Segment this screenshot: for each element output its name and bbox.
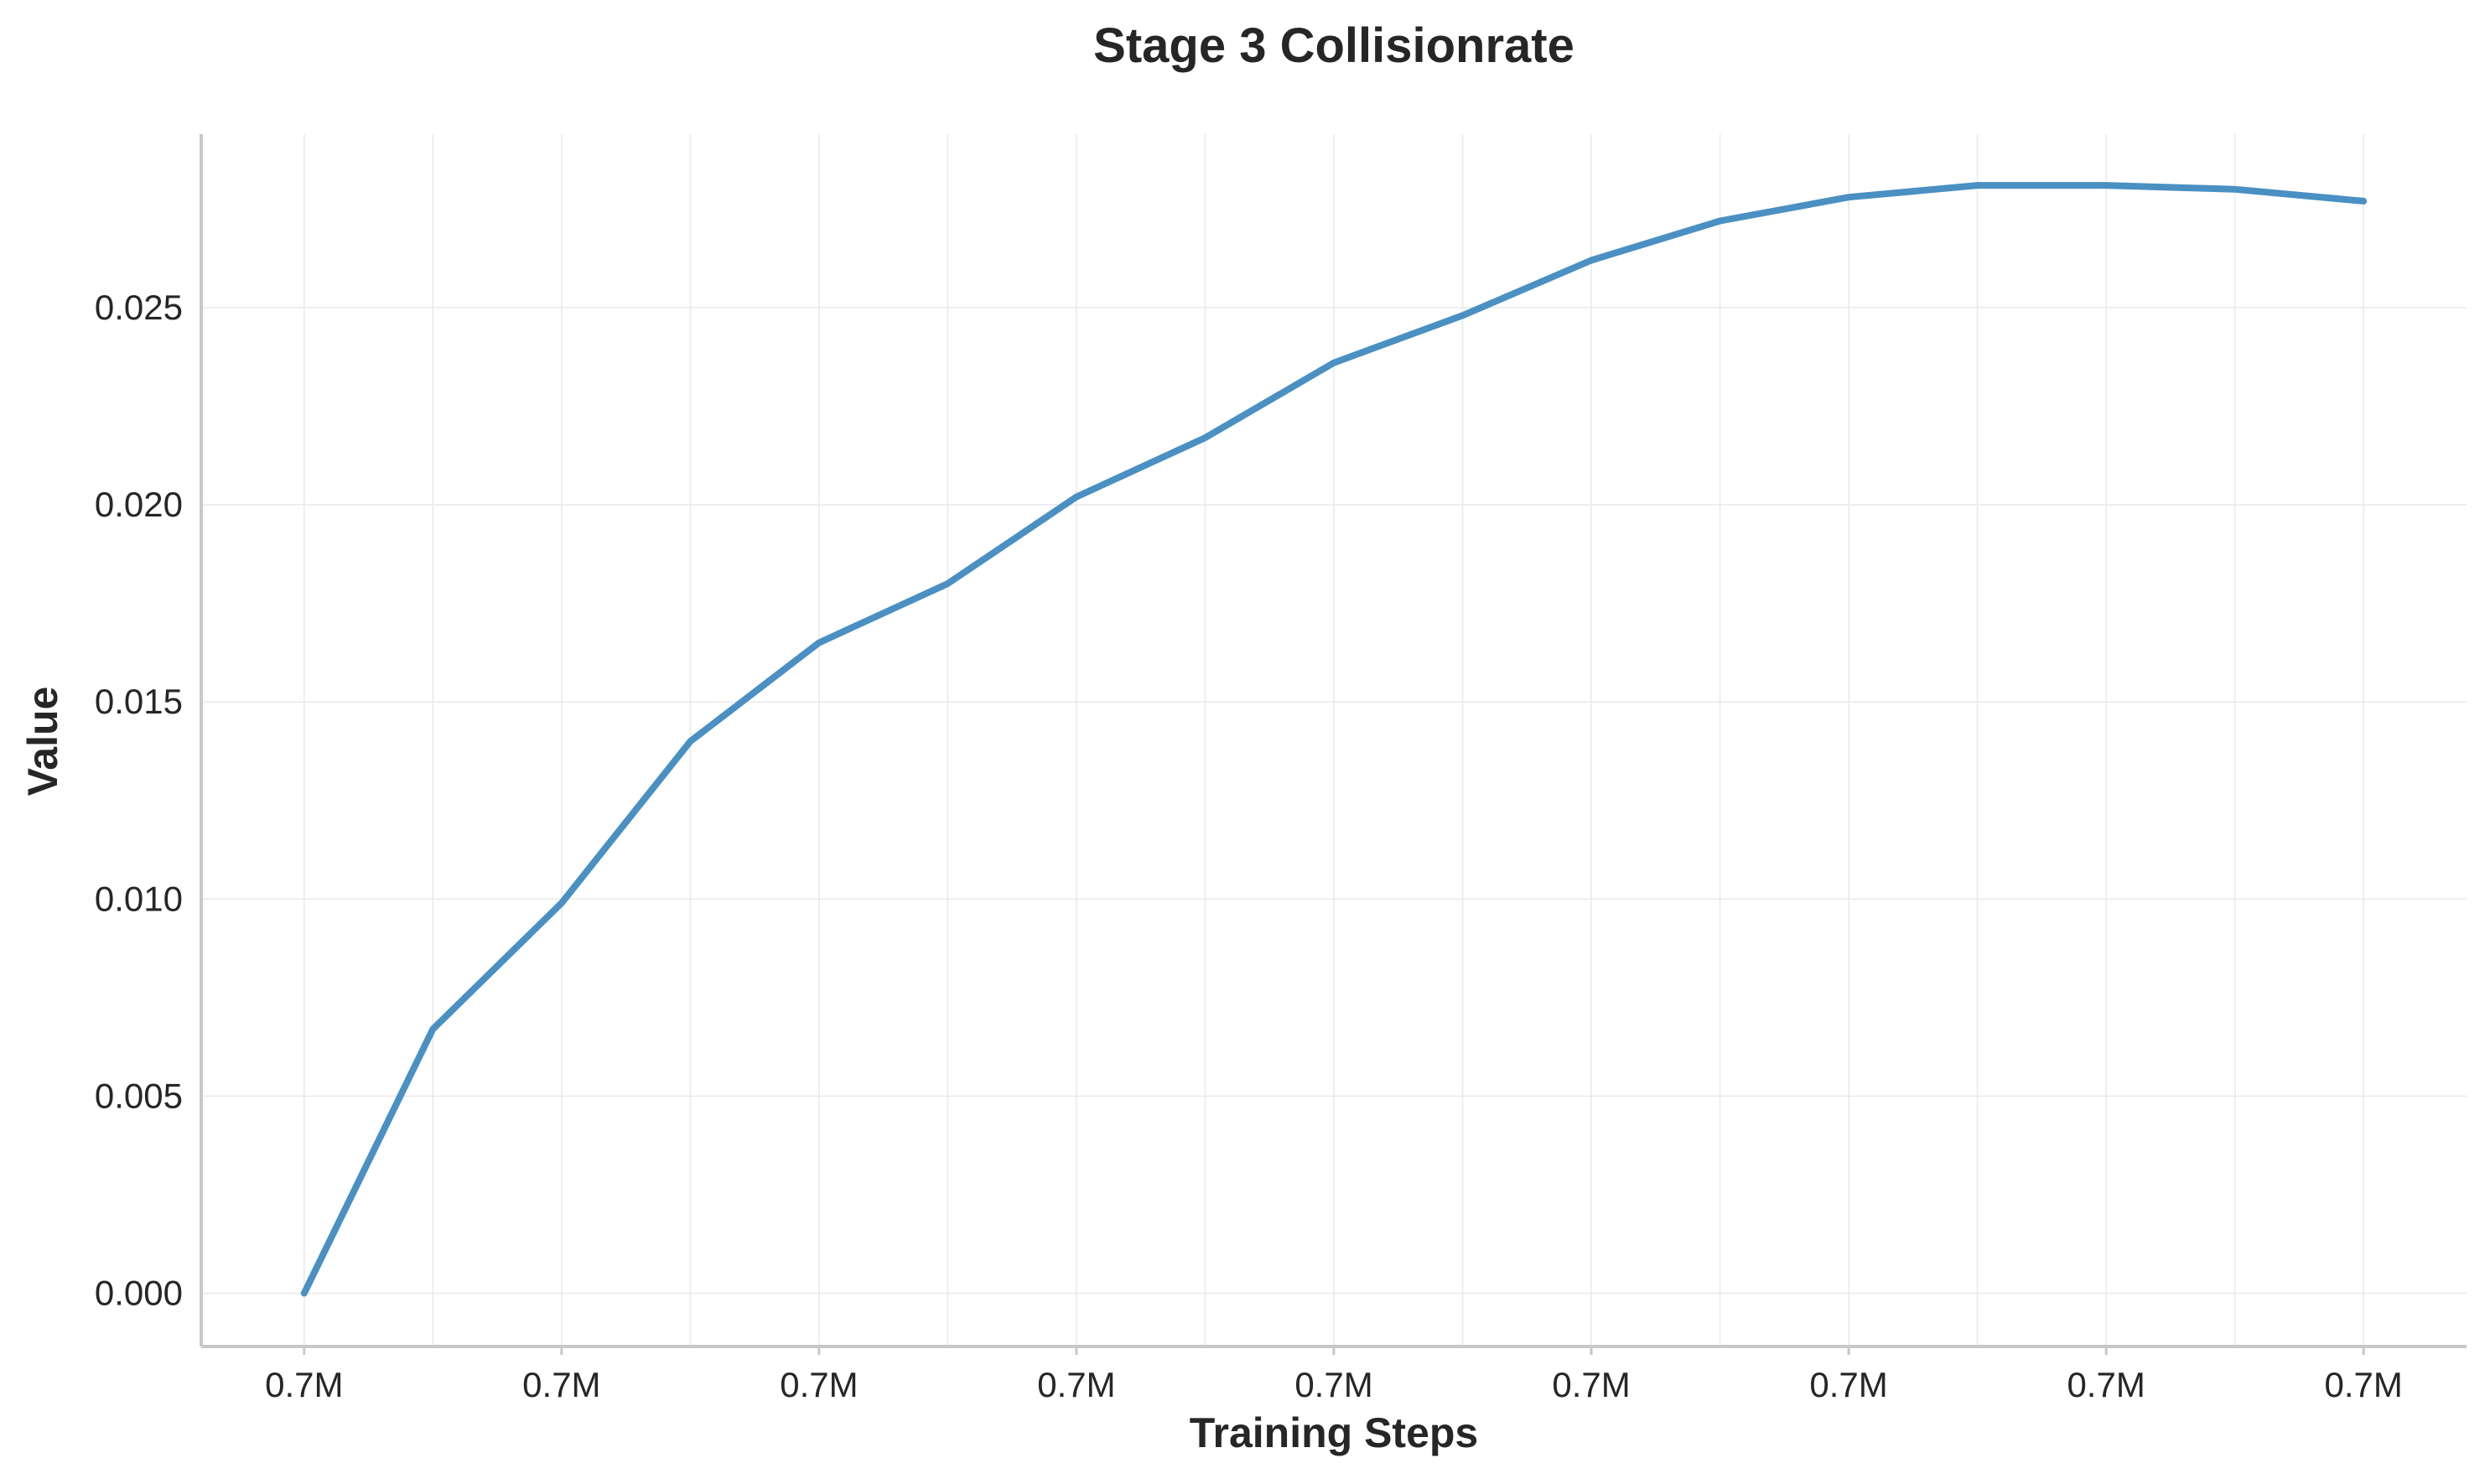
y-tick-label: 0.025 [95, 288, 183, 327]
series-line [300, 182, 2368, 1297]
x-tick-label: 0.7M [1809, 1365, 1887, 1404]
y-tick-label: 0.020 [95, 485, 183, 524]
grid [201, 134, 2467, 1346]
x-tick-label: 0.7M [1037, 1365, 1115, 1404]
series-group [300, 182, 2368, 1297]
x-tick-label: 0.7M [2324, 1365, 2402, 1404]
x-tick-label: 0.7M [780, 1365, 858, 1404]
x-tick-label: 0.7M [2067, 1365, 2145, 1404]
y-tick-label: 0.000 [95, 1274, 183, 1313]
y-axis-ticks: 0.000 0.005 0.010 0.015 0.020 0.025 [95, 288, 183, 1313]
x-axis-ticks: 0.7M 0.7M 0.7M 0.7M 0.7M 0.7M 0.7M 0.7M 0.7M [265, 1346, 2403, 1404]
y-tick-label: 0.015 [95, 682, 183, 721]
y-axis-label: Value [19, 687, 66, 796]
x-tick-label: 0.7M [1294, 1365, 1372, 1404]
x-tick-label: 0.7M [1552, 1365, 1630, 1404]
x-axis-label: Training Steps [1190, 1409, 1479, 1456]
y-tick-label: 0.005 [95, 1076, 183, 1115]
x-tick-label: 0.7M [265, 1365, 343, 1404]
x-tick-label: 0.7M [522, 1365, 600, 1404]
y-tick-label: 0.010 [95, 879, 183, 918]
chart-title: Stage 3 Collisionrate [1093, 18, 1574, 73]
